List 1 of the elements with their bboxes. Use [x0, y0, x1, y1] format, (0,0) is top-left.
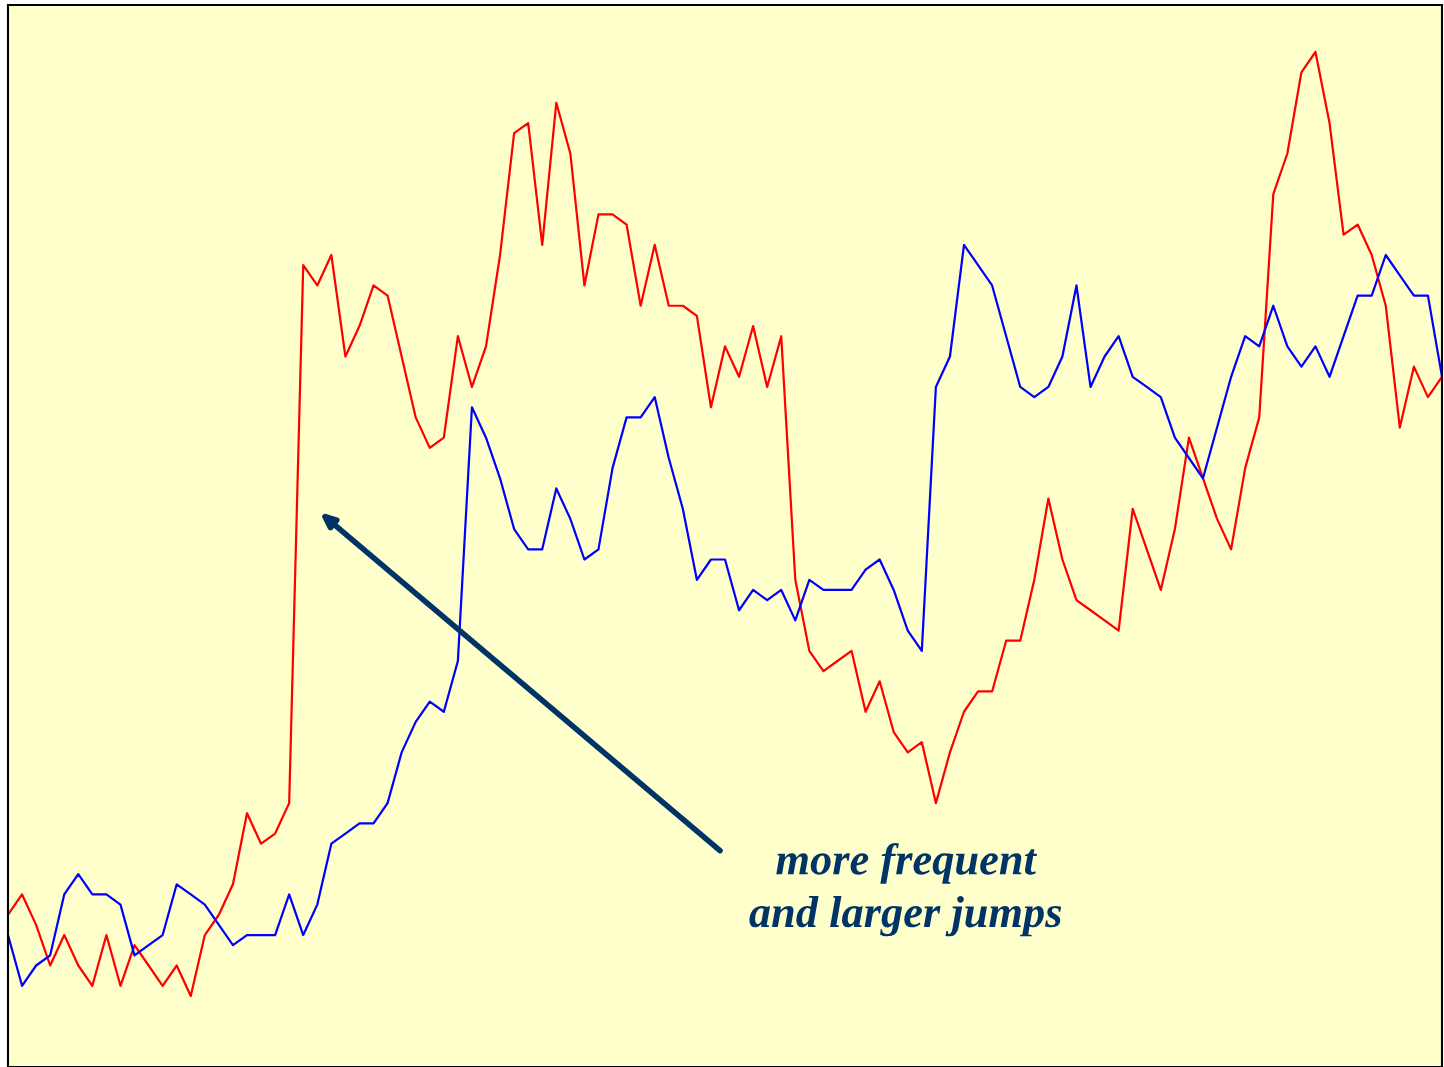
annotation: more frequent and larger jumps — [749, 842, 1062, 937]
